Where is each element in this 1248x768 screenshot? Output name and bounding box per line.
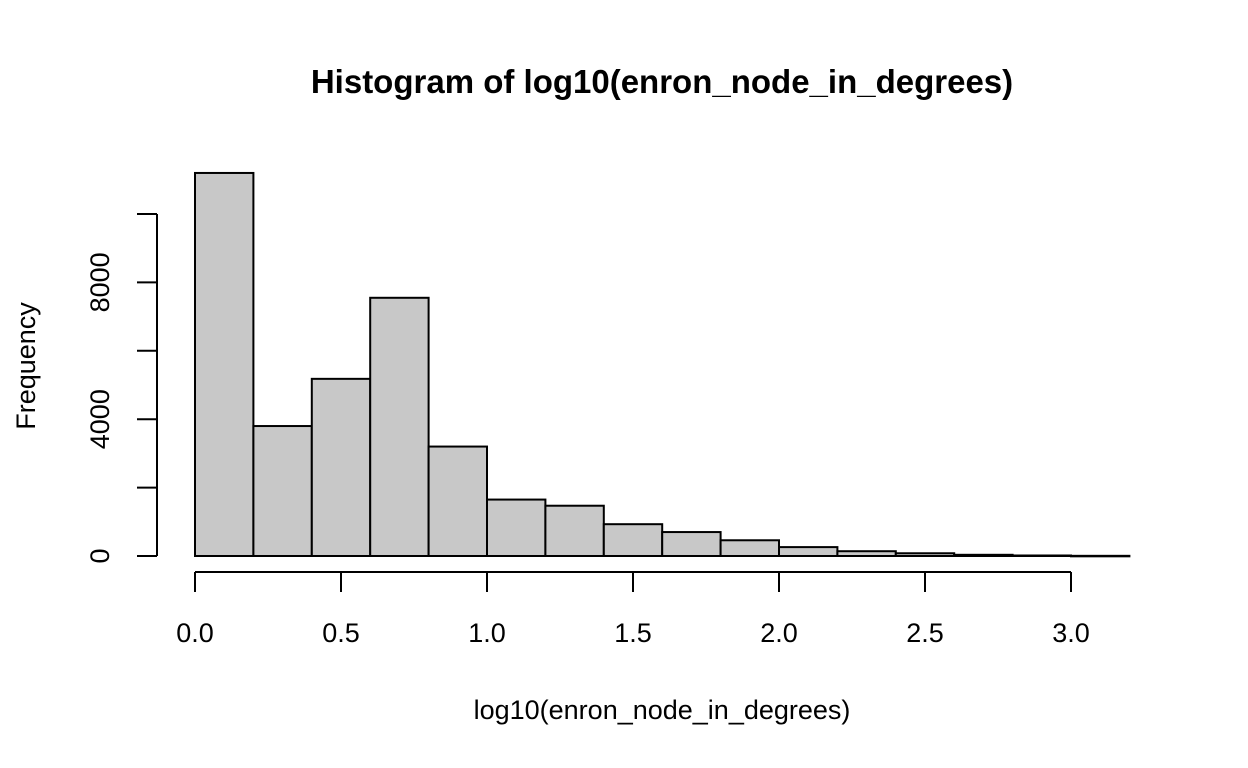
histogram-bar-15	[1011, 554, 1072, 557]
histogram-bar-10	[719, 539, 780, 558]
x-tick-label: 0.0	[176, 618, 214, 648]
y-tick-label: 0	[85, 548, 115, 563]
histogram-bar-4	[369, 296, 430, 557]
y-tick-label: 4000	[85, 389, 115, 449]
x-tick-label: 1.0	[468, 618, 506, 648]
histogram-bar-5	[427, 445, 489, 557]
histogram-bar-3	[310, 377, 372, 557]
x-tick-label: 2.5	[906, 618, 944, 648]
histogram-bar-8	[602, 523, 664, 557]
x-axis: 0.0 0.5 1.0 1.5 2.0 2.5 3.0	[176, 571, 1090, 648]
y-axis-label: Frequency	[11, 302, 41, 430]
histogram-bar-11	[778, 546, 839, 557]
histogram-bar-13	[894, 552, 956, 557]
x-tick-label: 2.0	[760, 618, 798, 648]
x-tick-label: 3.0	[1052, 618, 1090, 648]
y-axis: 0 4000 8000	[85, 213, 158, 564]
histogram-bar-2	[252, 425, 313, 558]
histogram-bar-14	[953, 553, 1014, 557]
histogram-bar-16	[1070, 554, 1131, 558]
histogram-bar-12	[836, 550, 897, 557]
histogram-bar-7	[544, 504, 605, 558]
histogram-bar-9	[661, 531, 722, 557]
x-tick-label: 0.5	[322, 618, 360, 648]
histogram-bar-6	[486, 498, 547, 558]
x-tick-label: 1.5	[614, 618, 652, 648]
histogram-bars	[194, 171, 1131, 558]
y-tick-label: 8000	[85, 252, 115, 312]
histogram-bar-1	[194, 171, 255, 558]
chart-title: Histogram of log10(enron_node_in_degrees…	[311, 63, 1013, 100]
x-axis-label: log10(enron_node_in_degrees)	[474, 695, 851, 725]
